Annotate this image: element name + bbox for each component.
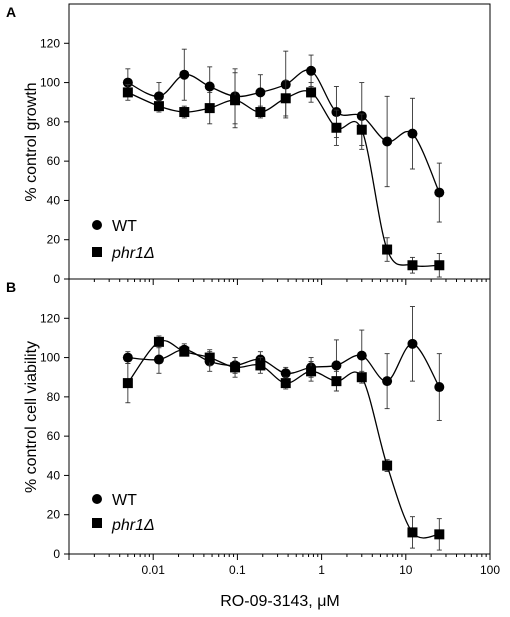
data-point-wt <box>331 360 342 371</box>
x-axis-title: RO-09-3143, μM <box>220 593 339 610</box>
data-point-phr1 <box>230 95 241 106</box>
data-point-phr1 <box>434 529 445 540</box>
legend-a-phr1-marker <box>92 247 102 257</box>
data-point-phr1 <box>179 346 190 357</box>
legend-a-wt-marker <box>92 220 102 230</box>
data-point-phr1 <box>306 366 317 377</box>
data-point-phr1 <box>434 260 445 271</box>
y-tick-label: 80 <box>47 390 61 404</box>
data-point-phr1 <box>280 378 291 389</box>
y-tick-label: 100 <box>40 351 60 365</box>
data-point-phr1 <box>204 352 215 363</box>
data-point-phr1 <box>382 460 393 471</box>
data-point-phr1 <box>255 107 266 118</box>
y-tick-label: 0 <box>53 272 60 286</box>
data-point-wt <box>434 187 445 198</box>
y-tick-label: 0 <box>53 547 60 561</box>
data-point-wt <box>122 77 133 88</box>
panel-a-marks <box>122 48 445 278</box>
y-tick-label: 80 <box>47 115 61 129</box>
data-point-wt <box>382 376 393 387</box>
data-point-wt <box>407 338 418 349</box>
data-point-wt <box>179 69 190 80</box>
data-point-phr1 <box>153 101 164 112</box>
panel-b: B % control cell viability 0 20 40 60 80 100 1… <box>6 278 500 610</box>
data-point-wt <box>306 65 317 76</box>
panel-a-legend: WT phr1Δ <box>92 218 155 262</box>
y-tick-label: 120 <box>40 311 60 325</box>
y-tick-label: 20 <box>47 233 61 247</box>
legend-b-wt-label: WT <box>112 492 137 509</box>
legend-b-phr1-label: phr1Δ <box>111 517 155 534</box>
x-tick-label: 0.01 <box>142 563 166 577</box>
panel-a-y-ticks: 0 20 40 60 80 100 120 <box>40 36 491 286</box>
data-point-phr1 <box>331 376 342 387</box>
panel-a-y-axis-title: % control growth <box>23 82 40 201</box>
panel-a: A % control growth 0 20 40 60 80 100 120 WT ph… <box>6 3 491 286</box>
panel-b-marks <box>122 306 445 551</box>
data-point-phr1 <box>122 378 133 389</box>
data-point-phr1 <box>382 244 393 255</box>
y-tick-label: 60 <box>47 154 61 168</box>
panel-b-label: B <box>6 279 16 295</box>
data-point-phr1 <box>407 260 418 271</box>
panel-b-legend: WT phr1Δ <box>92 492 155 534</box>
legend-b-wt-marker <box>92 494 102 504</box>
y-tick-label: 60 <box>47 429 61 443</box>
legend-a-phr1-label: phr1Δ <box>111 245 155 262</box>
data-point-phr1 <box>179 107 190 118</box>
panel-b-plot-area <box>68 278 491 555</box>
data-point-phr1 <box>280 93 291 104</box>
legend-a-wt-label: WT <box>112 218 137 235</box>
legend-b-phr1-marker <box>92 518 102 528</box>
data-point-phr1 <box>255 360 266 371</box>
data-point-wt <box>255 87 266 98</box>
data-point-wt <box>407 128 418 139</box>
panel-b-y-axis-title: % control cell viability <box>23 341 40 493</box>
y-tick-label: 40 <box>47 468 61 482</box>
data-point-phr1 <box>407 527 418 538</box>
data-point-wt <box>356 350 367 361</box>
y-tick-label: 20 <box>47 508 61 522</box>
panel-a-label: A <box>6 4 16 20</box>
data-point-wt <box>204 81 215 92</box>
y-tick-label: 120 <box>40 36 60 50</box>
x-tick-label: 100 <box>480 563 500 577</box>
data-point-wt <box>153 354 164 365</box>
data-point-wt <box>382 136 393 147</box>
panel-b-ticks: 0 20 40 60 80 100 120 0.01 0.1 1 10 100 <box>40 311 500 577</box>
data-point-wt <box>280 368 291 379</box>
panel-a-plot-area <box>68 3 491 280</box>
x-tick-label: 10 <box>399 563 413 577</box>
data-point-wt <box>122 352 133 363</box>
data-point-phr1 <box>356 372 367 383</box>
series-line-phr1 <box>127 90 440 268</box>
y-tick-label: 100 <box>40 76 60 90</box>
data-point-wt <box>153 91 164 102</box>
data-point-phr1 <box>356 124 367 135</box>
data-point-phr1 <box>331 122 342 133</box>
data-point-phr1 <box>204 103 215 114</box>
y-tick-label: 40 <box>47 193 61 207</box>
data-point-wt <box>434 382 445 393</box>
x-tick-label: 0.1 <box>229 563 246 577</box>
data-point-phr1 <box>306 87 317 98</box>
data-point-phr1 <box>230 362 241 373</box>
data-point-phr1 <box>153 336 164 347</box>
data-point-phr1 <box>122 87 133 98</box>
x-tick-label: 1 <box>318 563 325 577</box>
